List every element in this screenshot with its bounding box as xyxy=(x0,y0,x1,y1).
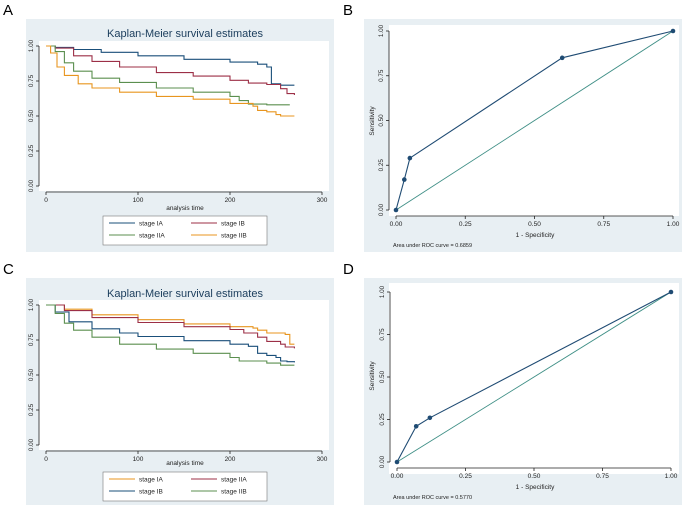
x-tick-label: 0.75 xyxy=(596,473,609,480)
legend-label: stage IA xyxy=(139,221,164,228)
roc-curve xyxy=(396,291,672,463)
legend-label: stage IB xyxy=(139,489,163,496)
x-axis-label: 1 - Specificity xyxy=(516,232,555,239)
y-tick-label: 0.50 xyxy=(28,368,35,381)
x-tick-label: 0 xyxy=(44,197,48,204)
legend-label: stage IIB xyxy=(221,489,247,496)
y-tick-label: 1.00 xyxy=(378,24,385,37)
y-tick-label: 0.75 xyxy=(378,69,385,82)
km-panel-c: Kaplan-Meier survival estimates 0.00 0.25… xyxy=(26,278,334,505)
series-group xyxy=(394,289,674,465)
roc-point xyxy=(670,28,676,34)
roc-point xyxy=(668,289,674,295)
x-axis-label: analysis time xyxy=(166,205,204,212)
legend-label: stage IIA xyxy=(139,233,165,240)
axes-group: 0.00 0.25 0.50 0.75 1.00 0 100 200 300 xyxy=(28,298,328,463)
reference-diagonal xyxy=(396,291,672,463)
y-tick-label: 1.00 xyxy=(379,285,386,298)
panel-label-b: B xyxy=(343,2,353,19)
x-tick-label: 100 xyxy=(133,456,144,463)
y-tick-label: 0.00 xyxy=(28,438,35,451)
y-tick-label: 0.00 xyxy=(378,203,385,216)
legend-label: stage IIB xyxy=(221,233,247,240)
auc-note: Area under ROC curve = 0.6859 xyxy=(393,243,472,249)
x-tick-label: 0.25 xyxy=(459,221,472,228)
y-tick-label: 0.25 xyxy=(378,159,385,172)
x-tick-label: 0.00 xyxy=(390,221,403,228)
roc-point xyxy=(559,55,565,61)
series-group xyxy=(46,304,295,366)
survival-curve-stage-ib xyxy=(46,45,295,95)
y-tick-label: 0.50 xyxy=(28,109,35,122)
x-tick-label: 0.00 xyxy=(391,473,404,480)
x-tick-label: 1.00 xyxy=(665,473,678,480)
survival-curve-stage-ib xyxy=(46,304,295,363)
x-tick-label: 100 xyxy=(133,197,144,204)
y-tick-label: 0.50 xyxy=(379,370,386,383)
roc-point xyxy=(393,207,399,213)
x-tick-label: 0.75 xyxy=(597,221,610,228)
km-panel-a: Kaplan-Meier survival estimates 0.00 0.25… xyxy=(26,19,334,252)
y-tick-label: 1.00 xyxy=(28,39,35,52)
roc-panel-d: 0.00 0.25 0.50 0.75 1.00 0.00 0.25 0.50 0.75 1.00… xyxy=(364,278,682,505)
y-tick-label: 0.25 xyxy=(28,144,35,157)
legend-box xyxy=(102,215,268,246)
chart-title: Kaplan-Meier survival estimates xyxy=(107,288,263,300)
reference-diagonal xyxy=(395,30,674,211)
x-tick-label: 0 xyxy=(44,456,48,463)
y-tick-label: 0.75 xyxy=(28,333,35,346)
y-tick-label: 1.00 xyxy=(28,298,35,311)
axes-group: 0.00 0.25 0.50 0.75 1.00 0.00 0.25 0.50 0.75 1.00 xyxy=(378,24,680,228)
roc-point xyxy=(407,155,413,161)
panel-label-a: A xyxy=(3,2,13,19)
roc-point xyxy=(413,424,419,429)
x-tick-label: 1.00 xyxy=(667,221,680,228)
legend-group: stage IA stage IB stage IIA stage IIB xyxy=(109,221,247,240)
x-axis-label: analysis time xyxy=(166,460,204,467)
survival-curve-stage-iib xyxy=(46,45,295,117)
legend-label: stage IIA xyxy=(221,477,247,484)
legend-label: stage IA xyxy=(139,477,164,484)
roc-point xyxy=(394,459,400,465)
series-group xyxy=(393,28,676,213)
panel-label-c: C xyxy=(3,261,14,278)
x-tick-label: 200 xyxy=(225,197,236,204)
roc-panel-b: 0.00 0.25 0.50 0.75 1.00 0.00 0.25 0.50 0.75 1.00… xyxy=(364,19,682,252)
y-tick-label: 0.75 xyxy=(379,328,386,341)
y-tick-label: 0.25 xyxy=(379,413,386,426)
series-group xyxy=(46,45,295,117)
y-tick-label: 0.00 xyxy=(379,455,386,468)
survival-curve-stage-iia xyxy=(46,304,295,349)
axes-group: 0.00 0.25 0.50 0.75 1.00 0 100 200 300 xyxy=(28,39,328,204)
chart-title: Kaplan-Meier survival estimates xyxy=(107,28,263,40)
axes-group: 0.00 0.25 0.50 0.75 1.00 0.00 0.25 0.50 0.75 1.00 xyxy=(379,285,678,480)
y-tick-label: 0.25 xyxy=(28,403,35,416)
panel-label-d: D xyxy=(343,261,354,278)
y-axis-label: Sensitivity xyxy=(369,361,376,391)
legend-group: stage IA stage IIA stage IB stage IIB xyxy=(109,477,247,496)
x-tick-label: 0.25 xyxy=(459,473,472,480)
x-tick-label: 200 xyxy=(225,456,236,463)
roc-point xyxy=(427,415,433,421)
x-axis-label: 1 - Specificity xyxy=(516,484,555,491)
x-tick-label: 0.50 xyxy=(528,473,541,480)
legend-box xyxy=(102,471,268,502)
y-tick-label: 0.75 xyxy=(28,74,35,87)
survival-curve-stage-iia xyxy=(46,45,290,106)
x-tick-label: 0.50 xyxy=(528,221,541,228)
auc-note: Area under ROC curve = 0.5770 xyxy=(393,495,472,501)
survival-curve-stage-iib xyxy=(46,304,295,366)
x-tick-label: 300 xyxy=(317,197,328,204)
legend-label: stage IB xyxy=(221,221,245,228)
y-tick-label: 0.00 xyxy=(28,179,35,192)
plot-area xyxy=(389,283,679,474)
roc-point xyxy=(402,177,407,182)
y-tick-label: 0.50 xyxy=(378,114,385,127)
x-tick-label: 300 xyxy=(317,456,328,463)
y-axis-label: Sensitivity xyxy=(369,106,376,136)
